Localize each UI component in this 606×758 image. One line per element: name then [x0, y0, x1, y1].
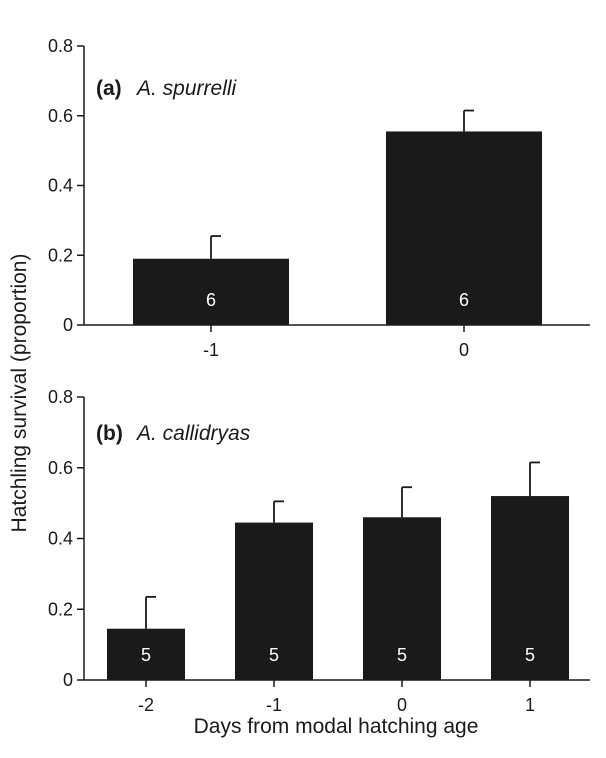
- species-name: A. callidryas: [135, 422, 251, 445]
- y-tick-label: 0: [63, 315, 73, 335]
- y-tick-label: 0.2: [48, 599, 73, 619]
- y-tick-label: 0: [63, 670, 73, 690]
- bar: [133, 258, 289, 325]
- x-tick-label: -2: [138, 695, 154, 715]
- panel-label: (a): [96, 77, 122, 100]
- bar: [363, 517, 441, 680]
- x-axis-label: Days from modal hatching age: [194, 715, 479, 738]
- y-tick-label: 0.2: [48, 245, 73, 265]
- panel-a-spurrelli: 0 0.2 0.4 0.6 0.8 6 -1 6 0 (a) A. spurrelli: [48, 36, 590, 360]
- panel-label: (b): [96, 422, 123, 445]
- species-name: A. spurrelli: [135, 77, 238, 100]
- x-tick-label: -1: [266, 695, 282, 715]
- y-tick-label: 0.4: [48, 529, 73, 549]
- sample-size-label: 5: [141, 645, 151, 665]
- x-tick-label: 0: [459, 340, 469, 360]
- sample-size-label: 6: [206, 290, 216, 310]
- sample-size-label: 5: [525, 645, 535, 665]
- y-tick-label: 0.8: [48, 387, 73, 407]
- bar: [107, 628, 185, 680]
- bar: [386, 131, 542, 325]
- panel-b-callidryas: 0 0.2 0.4 0.6 0.8 5 -2 5 -1 5 0 5 1 (b) A. callidryas: [48, 387, 590, 715]
- y-tick-label: 0.8: [48, 36, 73, 56]
- y-axis-label: Hatchling survival (proportion): [8, 254, 31, 533]
- sample-size-label: 6: [459, 290, 469, 310]
- y-tick-label: 0.4: [48, 176, 73, 196]
- x-tick-label: 1: [525, 695, 535, 715]
- x-tick-label: -1: [203, 340, 219, 360]
- bar: [235, 522, 313, 680]
- bar: [491, 496, 569, 680]
- y-tick-label: 0.6: [48, 458, 73, 478]
- sample-size-label: 5: [397, 645, 407, 665]
- sample-size-label: 5: [269, 645, 279, 665]
- y-tick-label: 0.6: [48, 106, 73, 126]
- x-tick-label: 0: [397, 695, 407, 715]
